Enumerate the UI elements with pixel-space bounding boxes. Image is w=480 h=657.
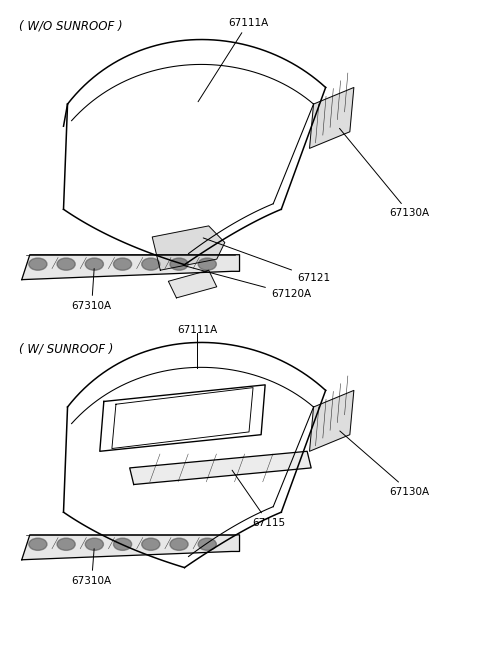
Text: 67111A: 67111A xyxy=(198,18,268,102)
Ellipse shape xyxy=(57,258,75,270)
Ellipse shape xyxy=(198,538,216,551)
Polygon shape xyxy=(310,87,354,148)
Ellipse shape xyxy=(29,258,47,270)
Ellipse shape xyxy=(170,538,188,551)
Ellipse shape xyxy=(142,258,160,270)
Ellipse shape xyxy=(85,258,103,270)
Text: 67130A: 67130A xyxy=(340,431,430,497)
Text: 67115: 67115 xyxy=(232,470,285,528)
Ellipse shape xyxy=(142,538,160,551)
Text: 67130A: 67130A xyxy=(339,128,430,218)
Text: 67120A: 67120A xyxy=(183,265,311,299)
Ellipse shape xyxy=(113,538,132,551)
Ellipse shape xyxy=(57,538,75,551)
Ellipse shape xyxy=(85,538,103,551)
Ellipse shape xyxy=(29,538,47,551)
Ellipse shape xyxy=(170,258,188,270)
Text: ( W/ SUNROOF ): ( W/ SUNROOF ) xyxy=(19,343,114,356)
Text: ( W/O SUNROOF ): ( W/O SUNROOF ) xyxy=(19,19,123,32)
Polygon shape xyxy=(152,226,225,270)
Ellipse shape xyxy=(198,258,216,270)
Text: 67111A: 67111A xyxy=(177,325,217,335)
Text: 67310A: 67310A xyxy=(72,549,112,586)
Polygon shape xyxy=(130,451,311,484)
Polygon shape xyxy=(22,255,240,280)
Polygon shape xyxy=(168,270,217,298)
Polygon shape xyxy=(310,390,354,451)
Text: 67310A: 67310A xyxy=(72,269,112,311)
Text: 67121: 67121 xyxy=(203,238,330,283)
Ellipse shape xyxy=(113,258,132,270)
Polygon shape xyxy=(22,535,240,560)
